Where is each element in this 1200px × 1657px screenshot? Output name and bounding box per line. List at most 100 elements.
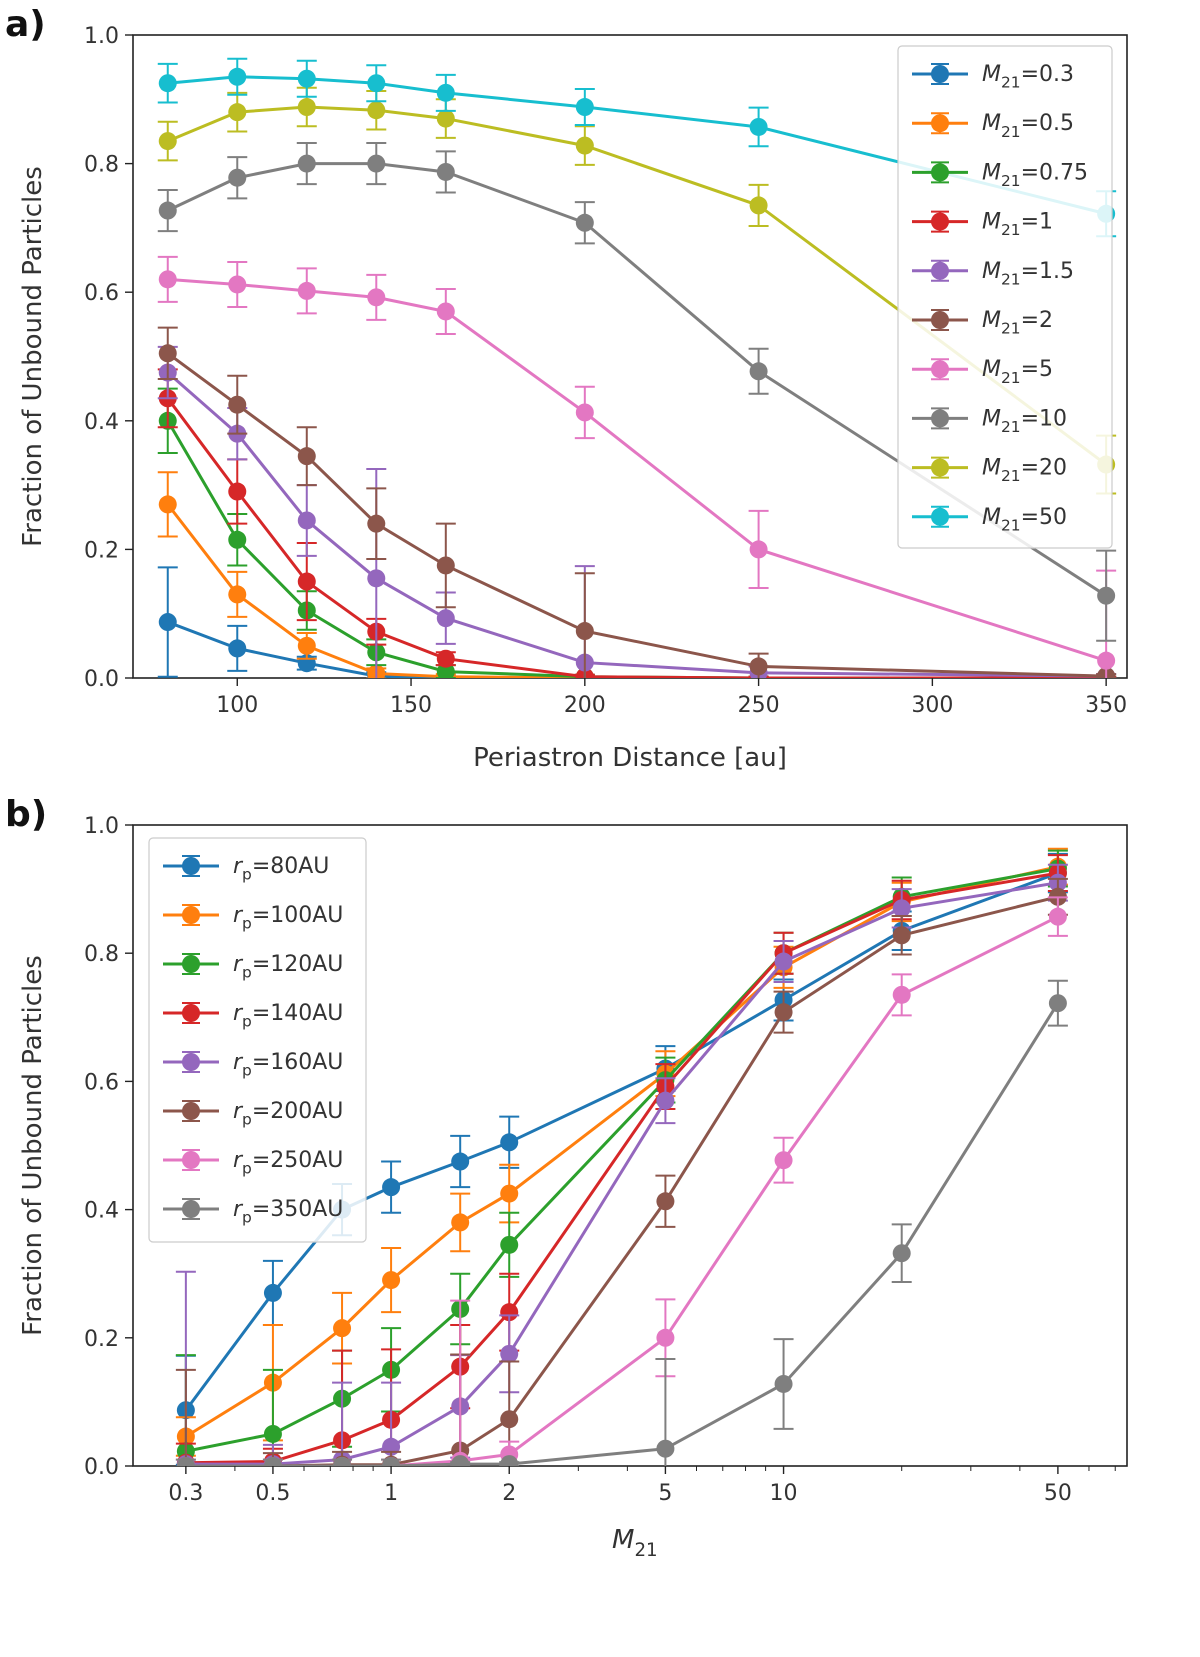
- x-axis-label: M21: [612, 1525, 658, 1561]
- x-tick-label: 2: [502, 1481, 516, 1506]
- legend-label-sub: 21: [1001, 369, 1021, 387]
- legend-label: M21=0.75: [982, 160, 1088, 190]
- y-tick-label: 1.0: [84, 24, 119, 49]
- legend-label-var: M: [982, 406, 1001, 431]
- data-point: [367, 101, 386, 120]
- series-line: [167, 162, 1107, 597]
- data-point: [656, 1091, 675, 1110]
- legend-marker: [931, 360, 949, 379]
- legend-label: M21=20: [982, 456, 1067, 486]
- x-axis-label-sub: 21: [634, 1540, 657, 1561]
- y-tick-label: 0.6: [84, 1070, 119, 1095]
- legend-entry: rp=80AU: [163, 854, 329, 884]
- data-point: [367, 154, 386, 173]
- data-point: [297, 154, 316, 173]
- data-point: [367, 569, 386, 588]
- legend-label: M21=2: [982, 308, 1053, 338]
- series-350: [175, 979, 1068, 1466]
- data-point: [892, 985, 911, 1004]
- legend-label-sub: p: [242, 1160, 252, 1178]
- series-line: [185, 881, 1059, 1466]
- legend-label-var: M: [982, 357, 1001, 382]
- legend-label: M21=10: [982, 406, 1067, 436]
- data-point: [500, 1303, 519, 1322]
- legend-label-sub: 21: [1001, 320, 1021, 338]
- series-line: [166, 503, 1107, 678]
- legend-label-rest: =10: [1021, 406, 1067, 431]
- legend-entry: M21=1: [912, 210, 1053, 239]
- data-point: [333, 1319, 352, 1338]
- panel-label: a): [5, 4, 46, 45]
- x-tick-label: 200: [564, 693, 606, 718]
- legend-label-sub: 21: [1001, 418, 1021, 436]
- data-point: [228, 395, 247, 414]
- legend-label-var: r: [233, 1099, 244, 1124]
- legend-label: rp=140AU: [233, 1001, 343, 1031]
- legend-entry: M21=0.5: [912, 111, 1074, 141]
- legend-label-sub: p: [242, 915, 252, 933]
- legend-label: M21=0.3: [982, 62, 1074, 92]
- data-point: [382, 1457, 401, 1466]
- data-point: [158, 270, 177, 289]
- data-point: [263, 1457, 282, 1466]
- y-tick-label: 0.4: [84, 1199, 119, 1224]
- data-point: [436, 83, 455, 102]
- legend-marker: [931, 163, 949, 182]
- data-point: [500, 1344, 519, 1363]
- data-point: [228, 530, 247, 549]
- legend-entry: rp=250AU: [163, 1148, 343, 1178]
- x-tick-label: 150: [390, 693, 432, 718]
- data-point: [749, 117, 768, 136]
- series-line: [166, 371, 1107, 678]
- legend-label-rest: =200AU: [252, 1099, 344, 1124]
- data-point: [451, 1213, 470, 1232]
- legend-label-var: M: [982, 210, 1001, 235]
- legend-entry: rp=100AU: [163, 903, 343, 933]
- data-point: [892, 899, 911, 918]
- legend-label: M21=0.5: [982, 111, 1074, 141]
- legend-label-rest: =50: [1021, 505, 1067, 530]
- legend-marker: [182, 1004, 200, 1022]
- legend-label: rp=120AU: [233, 952, 343, 982]
- data-point: [436, 302, 455, 321]
- data-point: [333, 1457, 352, 1466]
- y-tick-label: 0.8: [84, 942, 119, 967]
- legend-label-var: M: [982, 111, 1001, 136]
- data-point: [451, 1152, 470, 1171]
- legend-marker: [931, 507, 949, 526]
- legend-entry: M21=0.75: [912, 160, 1088, 190]
- legend-label-var: M: [982, 160, 1001, 185]
- legend: rp=80AUrp=100AUrp=120AUrp=140AUrp=160AUr…: [148, 837, 367, 1243]
- legend-label-var: M: [982, 505, 1001, 530]
- legend-label-rest: =140AU: [252, 1001, 344, 1026]
- data-point: [436, 556, 455, 575]
- x-tick-label: 50: [1044, 1481, 1072, 1506]
- legend-entry: rp=120AU: [163, 952, 343, 982]
- legend-label-var: r: [233, 1148, 244, 1173]
- legend-marker: [182, 1200, 200, 1218]
- legend-entry: rp=200AU: [163, 1099, 343, 1129]
- x-tick-label: 100: [216, 693, 258, 718]
- legend-entry: M21=50: [912, 505, 1067, 534]
- legend-label-var: r: [233, 854, 244, 879]
- legend-label-sub: p: [242, 1013, 252, 1031]
- y-tick-label: 1.0: [84, 814, 119, 839]
- data-point: [575, 136, 594, 155]
- legend-entry: M21=0.3: [912, 62, 1074, 92]
- legend-marker: [931, 212, 949, 231]
- x-axis-label-var: M: [612, 1525, 634, 1555]
- x-tick-label: 1: [384, 1481, 398, 1506]
- legend-frame: [148, 837, 367, 1243]
- series-line: [167, 105, 1108, 466]
- data-point: [297, 69, 316, 88]
- legend-marker: [182, 906, 200, 924]
- data-point: [774, 1151, 793, 1170]
- data-point: [228, 482, 247, 501]
- legend-label-rest: =0.5: [1021, 111, 1074, 136]
- legend-label-var: r: [233, 952, 244, 977]
- legend-label-sub: p: [242, 866, 252, 884]
- legend-label-sub: 21: [1001, 74, 1021, 92]
- legend-label-sub: 21: [1001, 172, 1021, 190]
- legend-label-sub: p: [242, 1062, 252, 1080]
- data-point: [228, 168, 247, 187]
